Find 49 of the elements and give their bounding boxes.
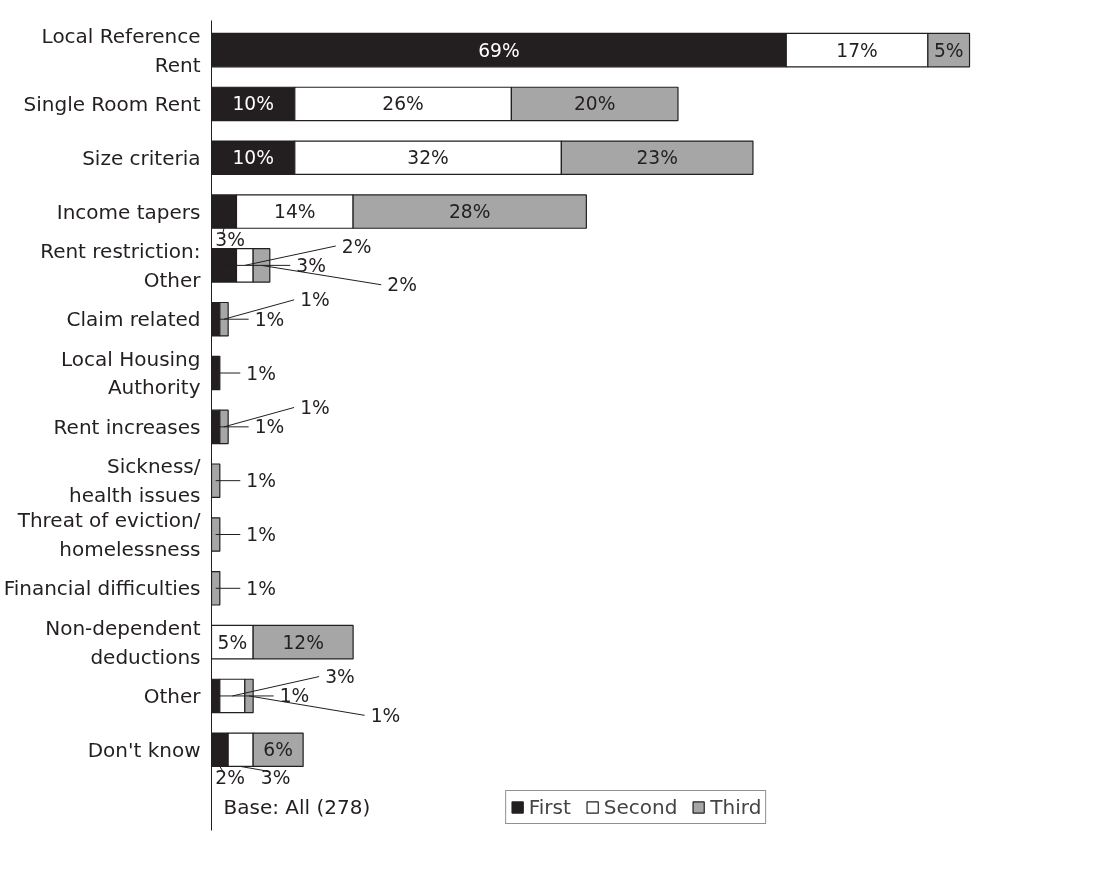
data-label: 2% [341, 235, 372, 257]
data-label: 1% [246, 523, 276, 545]
data-label: 69% [478, 39, 520, 61]
y-tick-label: Local Housing Authority [61, 346, 201, 400]
data-label: 1% [279, 685, 310, 707]
data-label: 1% [300, 289, 330, 311]
data-label: 10% [232, 147, 274, 169]
y-tick-label: Financial difficulties [3, 576, 201, 601]
data-label: 28% [449, 201, 491, 223]
legend-label: Second [603, 795, 678, 819]
y-tick-label: Non-dependent deductions [45, 615, 201, 669]
data-label: 1% [300, 396, 330, 418]
data-label: 5% [933, 39, 964, 61]
data-label: 1% [246, 470, 276, 492]
y-tick-label: Rent increases [53, 414, 201, 439]
data-label: 32% [407, 147, 449, 169]
y-tick-label: Income tapers [56, 199, 201, 224]
data-label: 20% [573, 93, 616, 115]
legend-label: Third [710, 795, 762, 819]
y-tick-label: Don't know [87, 737, 201, 762]
data-label: 17% [836, 39, 878, 61]
data-label: 3% [325, 666, 355, 688]
annotation: Base: All (278) [223, 794, 371, 819]
data-label: 6% [263, 739, 293, 761]
data-label: 2% [387, 274, 417, 296]
data-label: 1% [254, 416, 285, 438]
y-tick-label: Sickness/ health issues [69, 454, 201, 508]
data-label: 3% [296, 254, 326, 276]
data-label: 3% [260, 767, 291, 789]
y-tick-label: Size criteria [82, 145, 201, 170]
data-label: 1% [370, 704, 401, 726]
y-tick-label: Rent restriction: Other [40, 238, 202, 292]
data-label: 10% [232, 93, 274, 115]
data-label: 14% [274, 201, 316, 223]
data-label: 2% [215, 767, 245, 789]
data-label: 5% [217, 631, 248, 653]
y-tick-label: Claim related [66, 307, 201, 332]
data-label: 23% [636, 147, 678, 169]
data-label: 1% [246, 362, 276, 384]
data-label: 12% [282, 631, 324, 653]
y-tick-label: Single Room Rent [23, 91, 201, 116]
data-label: 3% [215, 229, 245, 251]
legend-label: First [528, 795, 571, 819]
y-tick-label: Other [143, 683, 202, 708]
data-label: 1% [254, 308, 285, 330]
data-label: 26% [382, 93, 424, 115]
y-tick-label: Local Reference Rent [41, 23, 201, 77]
data-label: 1% [246, 577, 276, 599]
y-tick-label: Threat of eviction/ homelessness [16, 508, 201, 561]
